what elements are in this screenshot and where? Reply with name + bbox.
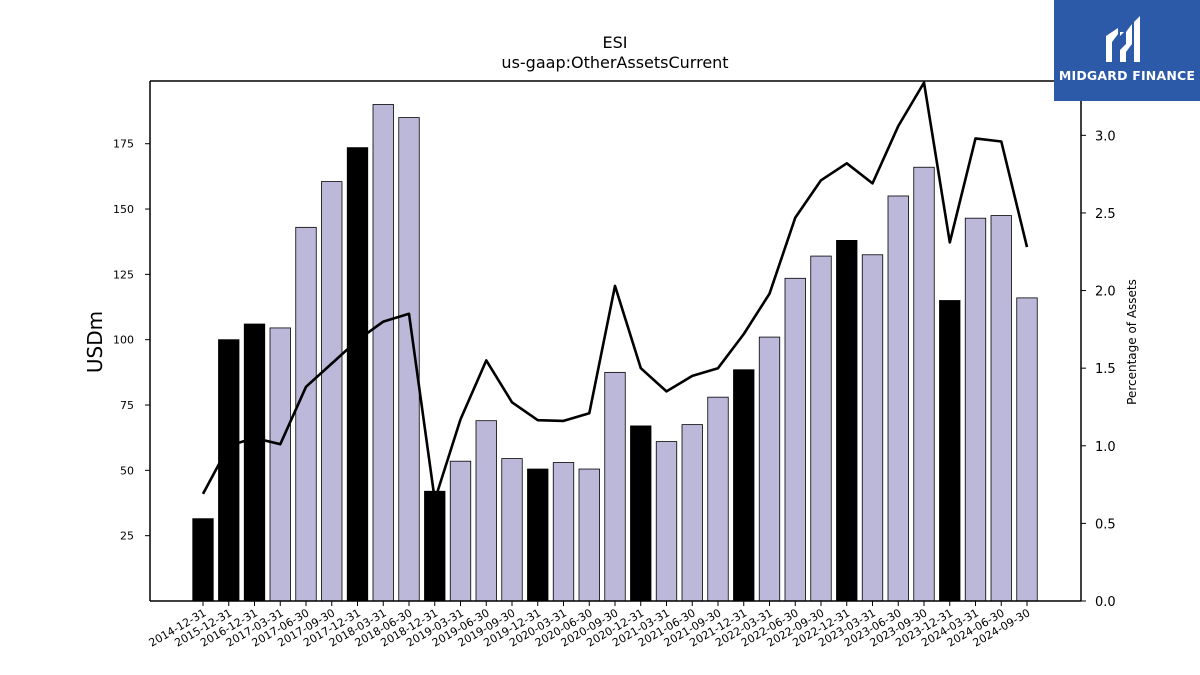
bar bbox=[346, 147, 369, 602]
bar bbox=[449, 460, 472, 602]
y2-tick-label: 0.0 bbox=[1095, 595, 1116, 610]
bar bbox=[681, 424, 703, 602]
bar-series bbox=[192, 104, 1038, 602]
bar bbox=[810, 255, 832, 602]
bar bbox=[861, 254, 884, 602]
bar bbox=[913, 166, 935, 602]
bar bbox=[424, 490, 446, 602]
logo-text: MIDGARD FINANCE bbox=[1058, 68, 1196, 83]
bar bbox=[758, 336, 781, 602]
bar bbox=[501, 458, 523, 602]
bar bbox=[939, 300, 961, 602]
bar bbox=[630, 425, 652, 602]
y2-tick-label: 1.0 bbox=[1095, 440, 1116, 455]
y-tick-label: 50 bbox=[120, 464, 134, 477]
bar bbox=[269, 327, 291, 602]
y2-tick-label: 0.5 bbox=[1095, 517, 1116, 532]
bar bbox=[887, 195, 909, 602]
bar bbox=[707, 396, 729, 602]
pct-line-series bbox=[201, 81, 1029, 502]
chart-subtitle: us-gaap:OtherAssetsCurrent bbox=[501, 53, 728, 72]
bar bbox=[990, 215, 1012, 602]
bar bbox=[604, 371, 626, 602]
chart-title: ESI bbox=[603, 33, 628, 52]
y2-tick-label: 3.0 bbox=[1095, 129, 1116, 144]
pct-line bbox=[201, 81, 1029, 502]
bar bbox=[321, 181, 343, 602]
y2-tick-label: 1.5 bbox=[1095, 362, 1116, 377]
bar bbox=[295, 226, 317, 602]
y2-tick-label: 2.0 bbox=[1095, 285, 1116, 300]
bar bbox=[552, 462, 575, 602]
logo-mark-icon bbox=[1106, 16, 1140, 62]
bar bbox=[527, 468, 549, 602]
y-axis-label: USDm bbox=[83, 311, 107, 373]
y-tick-label: 150 bbox=[113, 203, 134, 216]
bar bbox=[578, 468, 600, 602]
bar bbox=[372, 104, 394, 602]
bar bbox=[733, 369, 755, 602]
bar bbox=[836, 239, 858, 602]
y-tick-label: 75 bbox=[120, 399, 134, 412]
bar bbox=[1016, 297, 1038, 602]
bar bbox=[964, 217, 987, 602]
bar bbox=[192, 518, 214, 602]
bar bbox=[655, 441, 678, 602]
y2-axis-label: Percentage of Assets bbox=[1125, 279, 1139, 405]
bar bbox=[218, 339, 240, 602]
y-tick-label: 100 bbox=[113, 334, 134, 347]
bar bbox=[784, 277, 806, 602]
y-tick-label: 125 bbox=[113, 268, 134, 281]
bar bbox=[475, 420, 497, 602]
y-tick-label: 25 bbox=[120, 530, 134, 543]
bar bbox=[243, 323, 266, 602]
y2-tick-label: 2.5 bbox=[1095, 207, 1116, 222]
brand-logo: MIDGARD FINANCE bbox=[1054, 0, 1200, 101]
y-tick-label: 175 bbox=[113, 138, 134, 151]
